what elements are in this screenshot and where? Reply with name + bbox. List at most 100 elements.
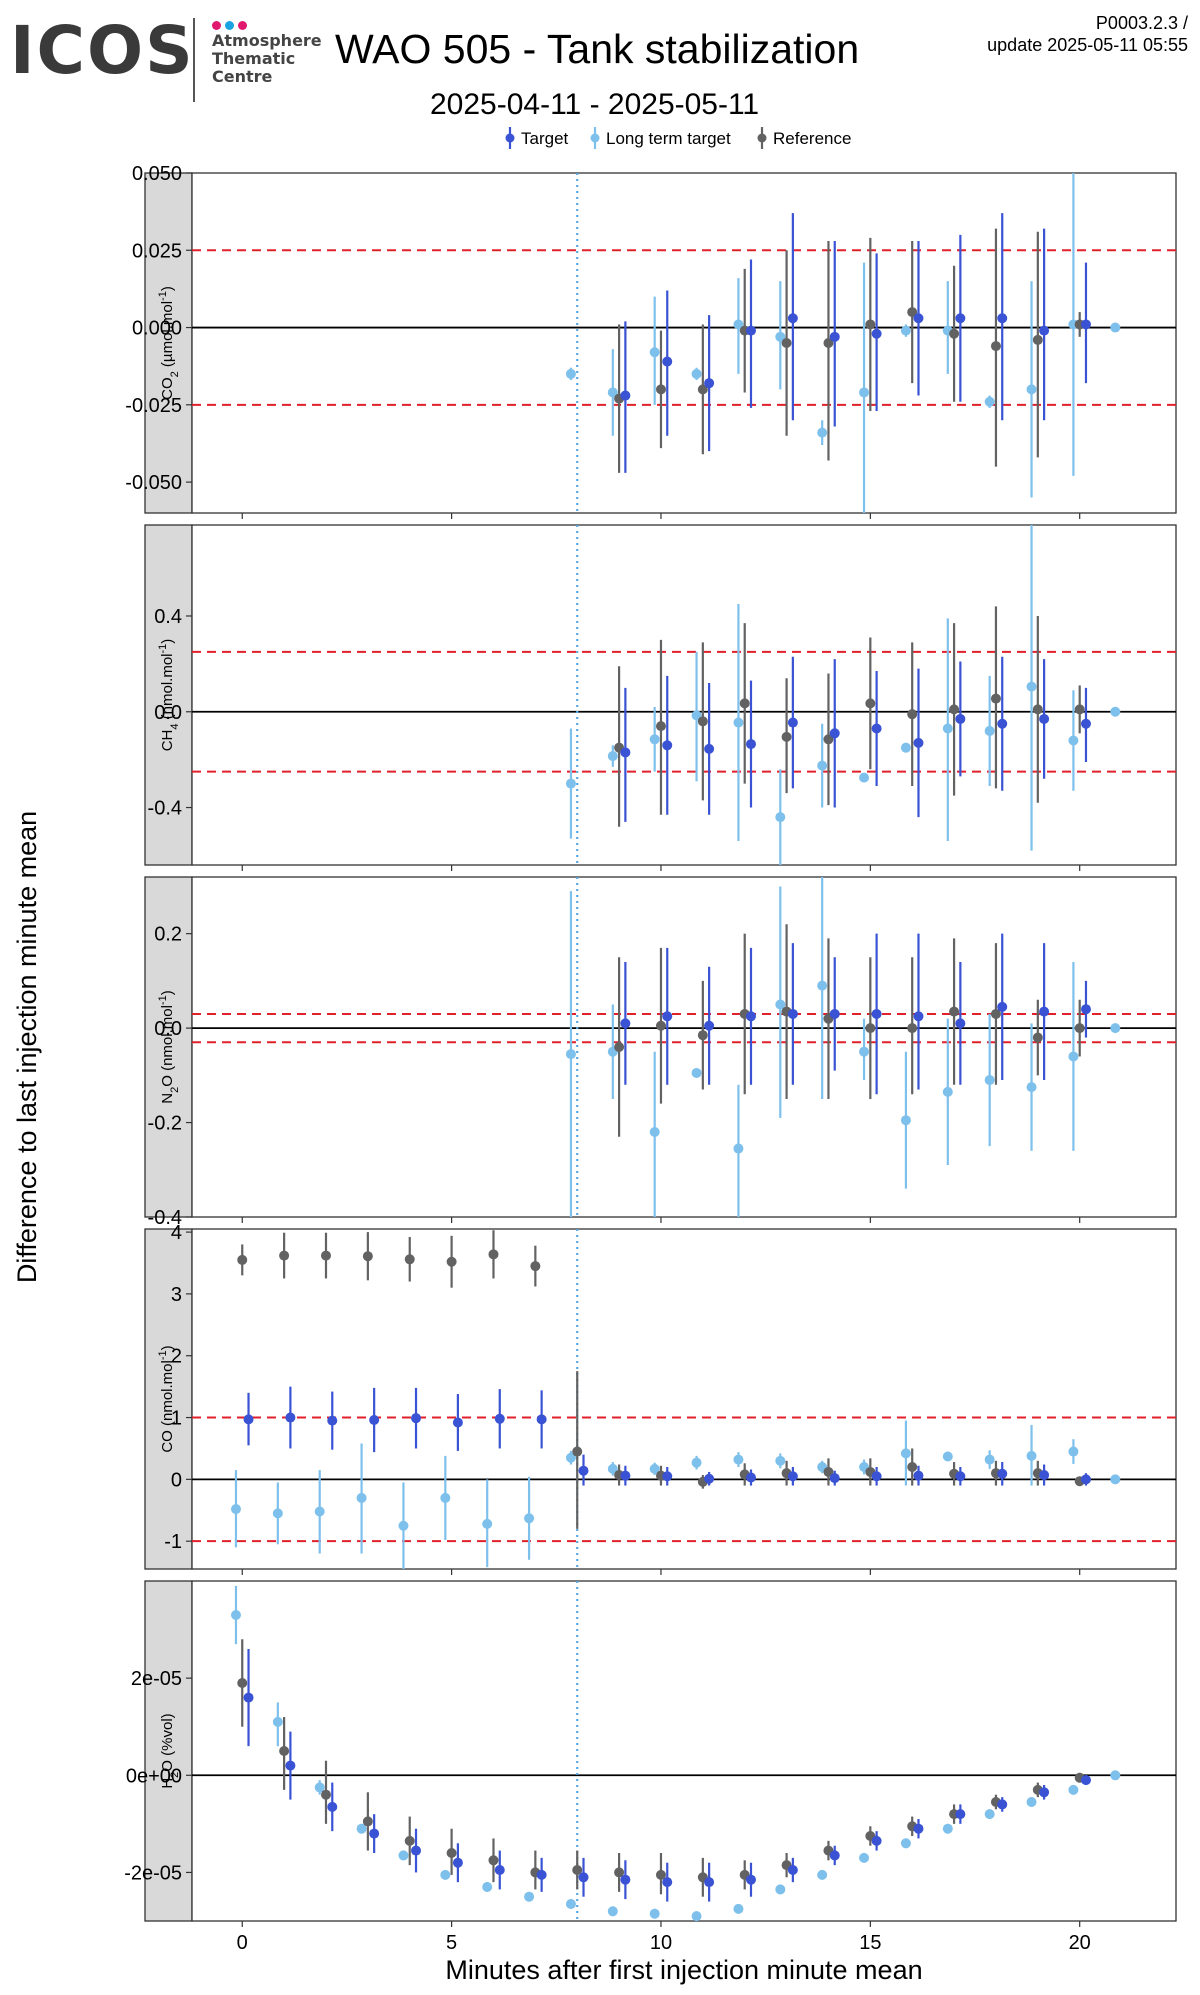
data-point — [829, 728, 840, 739]
data-point — [440, 1492, 451, 1503]
y-tick-label: 0.000 — [132, 318, 182, 340]
data-point — [655, 1869, 666, 1880]
y-tick-label: 0.050 — [132, 163, 182, 185]
data-point — [662, 356, 673, 367]
data-point — [913, 1470, 924, 1481]
data-point — [1068, 1784, 1079, 1795]
panel-strip-label: N2O (nmol.mol-1) — [157, 990, 181, 1103]
data-point — [745, 1011, 756, 1022]
data-point — [649, 1127, 660, 1137]
data-point — [411, 1845, 422, 1856]
data-point — [452, 1857, 463, 1868]
data-point — [955, 713, 966, 724]
data-point — [1068, 735, 1079, 746]
data-point — [984, 1075, 995, 1086]
y-tick-label: 2e-05 — [131, 1668, 182, 1690]
data-point — [913, 737, 924, 748]
y-tick-label: 0e+00 — [126, 1765, 182, 1787]
panel-plot-area — [192, 173, 1176, 513]
data-point — [733, 1903, 744, 1914]
data-point — [662, 1011, 673, 1022]
data-point — [620, 1470, 631, 1481]
strip-label-part: 2 — [169, 371, 181, 377]
data-point — [404, 1835, 415, 1846]
data-point — [607, 1906, 618, 1917]
data-point — [565, 778, 576, 789]
strip-label-part: 2 — [169, 1087, 181, 1093]
data-point — [404, 1254, 415, 1265]
y-tick-label: 3 — [171, 1284, 182, 1306]
data-point — [913, 1823, 924, 1834]
data-point — [1068, 1446, 1079, 1457]
page-title: WAO 505 - Tank stabilization — [335, 26, 860, 72]
data-point — [787, 1471, 798, 1482]
data-point — [655, 384, 666, 395]
data-point — [787, 1008, 798, 1019]
data-point — [900, 742, 911, 753]
strip-label-part: CH — [159, 730, 176, 752]
data-point — [913, 313, 924, 324]
data-point — [237, 1678, 248, 1688]
data-point — [733, 717, 744, 728]
data-point — [230, 1610, 241, 1620]
data-point — [320, 1250, 331, 1261]
data-point — [817, 760, 828, 771]
data-point — [1026, 681, 1037, 692]
data-point — [1074, 704, 1085, 715]
data-point — [565, 368, 576, 379]
data-point — [859, 1852, 870, 1863]
x-axis-title: Minutes after first injection minute mea… — [445, 1955, 922, 1985]
data-point — [817, 980, 828, 991]
data-point — [859, 387, 870, 398]
y-tick-label: -2e-05 — [124, 1862, 182, 1884]
x-tick-label: 5 — [446, 1932, 457, 1954]
data-point — [649, 347, 660, 358]
panel-frame — [191, 172, 1177, 514]
data-point — [620, 1018, 631, 1029]
panel-strip-label: H2O (%vol) — [159, 1713, 181, 1788]
strip-label-part: -1 — [157, 644, 169, 654]
data-point — [984, 725, 995, 736]
data-point — [272, 1508, 283, 1519]
data-point — [871, 328, 882, 339]
data-point — [829, 1473, 840, 1484]
data-point — [859, 1046, 870, 1057]
y-tick-label: -0.4 — [148, 798, 182, 820]
data-point — [279, 1746, 290, 1756]
page-subtitle: 2025-04-11 - 2025-05-11 — [430, 88, 760, 121]
strip-label-part: ) — [159, 639, 176, 644]
logo-caption-line: Centre — [212, 67, 273, 86]
strip-label-part: CO — [159, 1430, 176, 1453]
data-point — [446, 1256, 457, 1267]
y-tick-label: -1 — [164, 1531, 182, 1553]
data-point — [997, 1468, 1008, 1479]
icos-logo-wordmark: ICOS — [10, 12, 195, 89]
data-point — [907, 1462, 918, 1472]
data-point — [356, 1492, 367, 1503]
data-point — [446, 1848, 457, 1858]
data-point — [572, 1865, 583, 1875]
data-point — [817, 1869, 828, 1880]
panel-strip — [144, 1228, 193, 1570]
y-tick-label: -0.2 — [148, 1113, 182, 1135]
data-point — [775, 812, 786, 823]
data-point — [488, 1249, 499, 1260]
data-point — [1110, 1474, 1121, 1485]
data-point — [829, 1008, 840, 1019]
data-point — [578, 1872, 589, 1883]
data-point — [369, 1828, 380, 1839]
data-point — [578, 1465, 589, 1476]
data-point — [243, 1692, 254, 1703]
version-info: P0003.2.3 / update 2025-05-11 05:55 — [987, 12, 1188, 56]
data-point — [649, 1463, 660, 1474]
strip-label-part: (nmol.mol — [159, 1360, 176, 1430]
data-point — [955, 1018, 966, 1029]
data-point — [733, 1454, 744, 1465]
data-point — [775, 1884, 786, 1895]
data-point — [1080, 319, 1091, 330]
data-point — [237, 1254, 248, 1265]
panel-frame — [191, 876, 1177, 1218]
data-point — [871, 1008, 882, 1019]
data-point — [829, 1850, 840, 1861]
data-point — [614, 1042, 625, 1052]
